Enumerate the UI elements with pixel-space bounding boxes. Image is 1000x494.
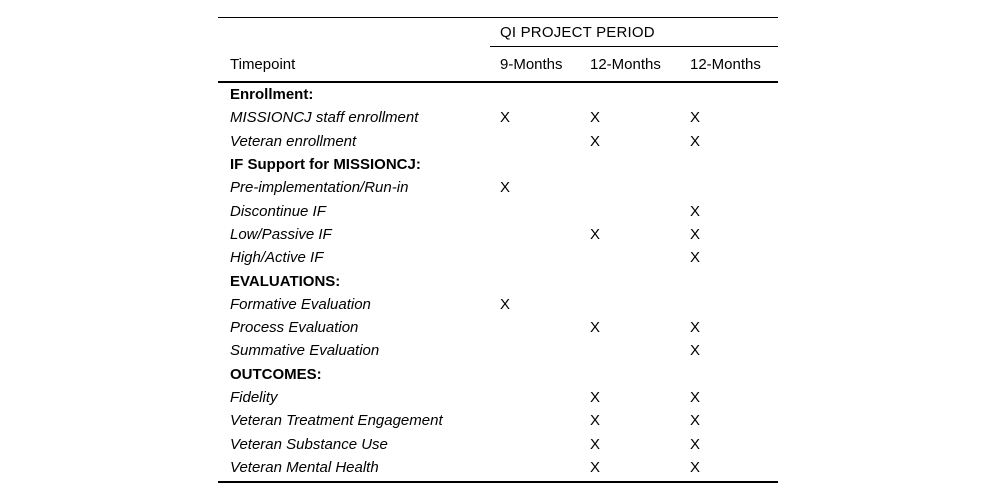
column-header-period-3: 12-Months [690, 55, 761, 73]
column-header-timepoint: Timepoint [230, 55, 296, 73]
mark-cell: X [590, 389, 601, 406]
table-row: Low/Passive IF X X [218, 223, 778, 246]
row-label: Low/Passive IF [230, 225, 332, 243]
section-row: OUTCOMES: [218, 363, 778, 386]
mark-cell: X [690, 202, 701, 220]
section-label: OUTCOMES: [230, 365, 322, 383]
mark-cell: X [590, 132, 601, 150]
mark-cell: X [590, 319, 601, 337]
section-row: EVALUATIONS: [218, 269, 778, 292]
group-header: QI PROJECT PERIOD [490, 18, 778, 47]
table-row: Process Evaluation X X [218, 316, 778, 339]
mark-cell: X [590, 109, 601, 127]
section-row: IF Support for MISSIONCJ: [218, 153, 778, 176]
mark-cell: X [690, 249, 701, 267]
table-row: Veteran Substance Use X X [218, 432, 778, 455]
row-label: Summative Evaluation [230, 342, 380, 360]
column-header-row: Timepoint 9-Months 12-Months 12-Months [218, 47, 778, 83]
table-row: Veteran Treatment Engagement X X [218, 409, 778, 432]
row-label: Process Evaluation [230, 319, 359, 337]
mark-cell: X [690, 319, 701, 337]
mark-cell: X [690, 412, 701, 430]
mark-cell: X [590, 435, 601, 453]
table-row: Formative Evaluation X [218, 293, 778, 316]
row-label: Fidelity [230, 389, 278, 406]
mark-cell: X [590, 225, 601, 243]
mark-cell: X [590, 458, 601, 476]
row-label: High/Active IF [230, 249, 324, 267]
table-row: Fidelity X X [218, 386, 778, 409]
row-label: MISSIONCJ staff enrollment [230, 109, 419, 127]
mark-cell: X [690, 435, 701, 453]
row-label: Veteran Mental Health [230, 458, 379, 476]
section-label: Enrollment: [230, 86, 314, 104]
section-label: EVALUATIONS: [230, 272, 341, 290]
row-label: Veteran enrollment [230, 132, 357, 150]
mark-cell: X [500, 109, 511, 127]
row-label: Formative Evaluation [230, 295, 371, 313]
row-label: Discontinue IF [230, 202, 326, 220]
mark-cell: X [690, 342, 701, 360]
table-row: Veteran Mental Health X X [218, 456, 778, 479]
mark-cell: X [690, 225, 701, 243]
column-header-period-2: 12-Months [590, 55, 661, 73]
section-label: IF Support for MISSIONCJ: [230, 156, 421, 174]
section-row: Enrollment: [218, 83, 778, 106]
table-body: Enrollment: MISSIONCJ staff enrollment X X X… [218, 83, 778, 481]
table-row: High/Active IF X [218, 246, 778, 269]
table-header: QI PROJECT PERIOD Timepoint 9-Months 12-… [218, 18, 778, 83]
mark-cell: X [500, 179, 511, 197]
table-row: MISSIONCJ staff enrollment X X X [218, 106, 778, 129]
qi-project-period-table: QI PROJECT PERIOD Timepoint 9-Months 12-… [218, 17, 778, 484]
column-header-period-1: 9-Months [500, 55, 563, 73]
table-row: Veteran enrollment X X [218, 130, 778, 153]
table-row: Summative Evaluation X [218, 339, 778, 362]
group-header-row: QI PROJECT PERIOD [218, 18, 778, 47]
mark-cell: X [690, 109, 701, 127]
mark-cell: X [690, 389, 701, 406]
row-label: Veteran Substance Use [230, 435, 388, 453]
mark-cell: X [500, 295, 511, 313]
table-row: Discontinue IF X [218, 199, 778, 222]
mark-cell: X [690, 458, 701, 476]
table-row: Pre-implementation/Run-in X [218, 176, 778, 199]
mark-cell: X [590, 412, 601, 430]
row-label: Pre-implementation/Run-in [230, 179, 409, 197]
mark-cell: X [690, 132, 701, 150]
row-label: Veteran Treatment Engagement [230, 412, 443, 430]
